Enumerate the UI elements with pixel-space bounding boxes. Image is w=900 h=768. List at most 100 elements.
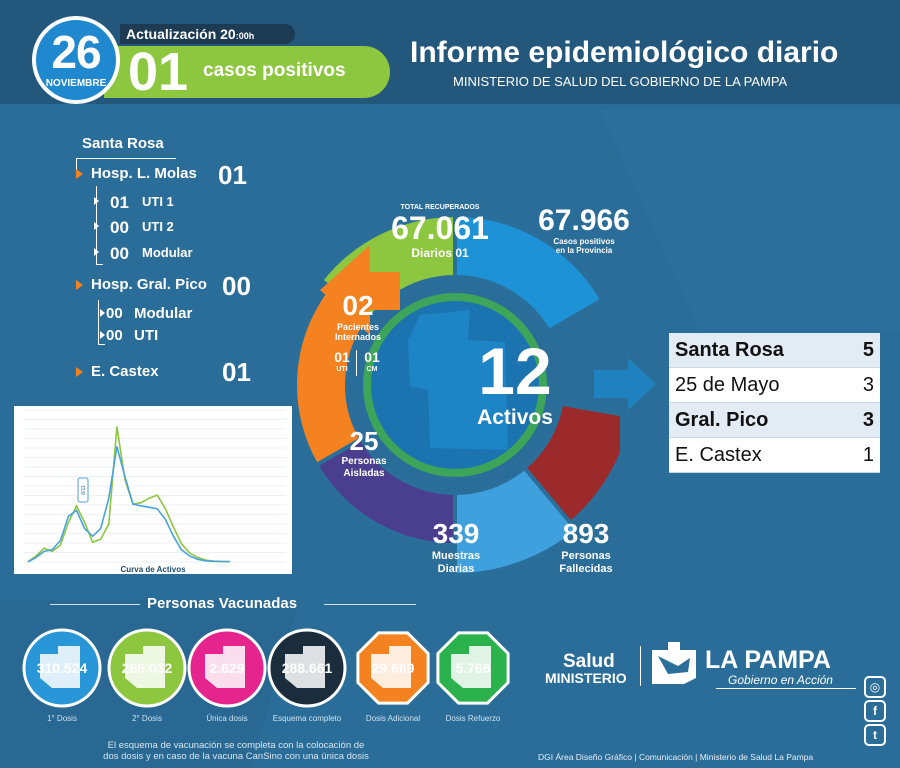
divider — [356, 350, 357, 376]
divider — [324, 604, 416, 605]
sub-value: 00 — [106, 327, 123, 344]
sub-value: 01 — [110, 193, 129, 212]
vaccine-label: Dosis Refuerzo — [445, 714, 501, 723]
recuperados-value: 67.061 — [391, 210, 489, 246]
locality-name: Gral. Pico — [669, 402, 847, 438]
internados-value: 02 — [342, 290, 374, 321]
uti-value: 01 — [334, 349, 350, 365]
vaccines-title: Personas Vacunadas — [147, 595, 298, 612]
table-row: E. Castex 1 — [669, 437, 880, 473]
salud-logo-text: Salud — [563, 651, 615, 672]
vaccine-label: Dosis Adicional — [365, 714, 421, 723]
la-pampa-emblem-icon — [652, 642, 696, 684]
annotation-box — [77, 477, 89, 503]
positivos-label2: en la Provincia — [555, 246, 613, 255]
arrow-internados-icon — [320, 245, 400, 335]
divider — [640, 646, 641, 686]
bracket — [76, 158, 83, 172]
vaccine-shapes — [22, 628, 510, 708]
uti-label: UTI — [336, 366, 348, 373]
vaccine-label: Única dosis — [206, 714, 248, 723]
sub-label: Modular — [142, 245, 193, 260]
update-label: Actualización 20 — [126, 26, 236, 42]
la-pampa-logo-text: LA PAMPA — [705, 646, 831, 674]
table-row: Santa Rosa 5 — [669, 333, 880, 368]
locality-name: Santa Rosa — [669, 333, 847, 368]
sub-label: Modular — [134, 305, 193, 322]
update-bar: Actualización 20:00h — [120, 24, 295, 44]
page-title: Informe epidemiológico diario — [410, 36, 839, 69]
divider — [76, 158, 176, 159]
divider — [716, 688, 856, 689]
stats-wheel — [293, 212, 620, 578]
table-row: 25 de Mayo 3 — [669, 367, 880, 403]
city-label: Santa Rosa — [82, 135, 164, 152]
recuperados-label: TOTAL RECUPERADOS — [400, 204, 480, 211]
sub-value: 00 — [106, 305, 123, 322]
province-map-icon — [40, 646, 80, 688]
vaccine-value: 2.629 — [209, 660, 245, 676]
internados-label1: Pacientes — [336, 322, 380, 332]
table-row: Gral. Pico 3 — [669, 402, 880, 438]
arrow-icon — [76, 169, 83, 179]
page-subtitle: MINISTERIO DE SALUD DEL GOBIERNO DE LA P… — [453, 74, 788, 89]
segment-positivos — [453, 212, 605, 334]
locality-value: 5 — [846, 333, 880, 368]
locality-value: 1 — [846, 437, 880, 473]
active-cases-chart: 8/11 Curva de Activos — [14, 406, 292, 574]
vaccine-value: 288.661 — [281, 660, 333, 676]
vaccine-label: 2° Dosis — [132, 714, 162, 723]
province-map-icon — [285, 646, 325, 688]
aisladas-label2: Aisladas — [343, 468, 385, 479]
fallecidas-label1: Personas — [561, 550, 611, 562]
twitter-icon[interactable]: t — [864, 724, 886, 746]
chart-canvas: 8/11 Curva de Activos — [24, 409, 286, 574]
cases-number: 01 — [128, 42, 189, 102]
vaccine-badges — [22, 628, 510, 708]
fallecidas-value: 893 — [562, 518, 610, 549]
recuperados-daily: Diarios 01 — [411, 246, 469, 260]
locality-value: 3 — [846, 367, 880, 403]
province-map-icon — [125, 646, 165, 688]
instagram-icon[interactable]: ◎ — [864, 676, 886, 698]
vaccine-footnote: El esquema de vacunación se completa con… — [103, 740, 369, 762]
series-line-1 — [27, 426, 231, 563]
cm-label: CM — [366, 366, 378, 373]
date-badge: 26 NOVIEMBRE — [32, 16, 120, 104]
province-map-icon — [205, 646, 245, 688]
segment-fallecidas — [521, 401, 620, 526]
vaccine-value: 310.524 — [36, 660, 88, 676]
positivos-label1: Casos positivos — [553, 237, 615, 246]
wheel-segments — [293, 212, 620, 578]
locality-name: E. Castex — [669, 437, 847, 473]
hospital-pico-label: Hosp. Gral. Pico — [91, 276, 207, 293]
muestras-label2: Diarias — [437, 563, 475, 575]
sub-label: UTI 1 — [142, 194, 174, 209]
vaccine-value: 286.032 — [121, 660, 173, 676]
vaccine-label: 1° Dosis — [47, 714, 77, 723]
muestras-label1: Muestras — [431, 550, 481, 562]
hospital-molas-value: 01 — [218, 160, 247, 190]
segment-aisladas — [313, 436, 457, 548]
sub-label: UTI 2 — [142, 219, 174, 234]
gobierno-logo-text: Gobierno en Acción — [728, 673, 833, 687]
vaccine-label: Esquema completo — [272, 714, 342, 723]
aisladas-value: 25 — [349, 426, 379, 456]
muestras-value: 339 — [432, 518, 480, 549]
cases-label: casos positivos — [203, 60, 346, 81]
cases-pill — [104, 46, 390, 98]
province-map-icon — [408, 310, 508, 450]
vaccine-value: 29.669 — [371, 660, 415, 676]
sub-label: UTI — [134, 327, 159, 344]
arrow-icon — [94, 248, 99, 256]
fallecidas-label2: Fallecidas — [559, 563, 613, 575]
bracket — [98, 300, 105, 345]
locality-name: 25 de Mayo — [669, 367, 847, 403]
hospital-pico-value: 00 — [222, 271, 251, 301]
arrow-right-icon — [594, 358, 656, 410]
locality-value: 3 — [846, 402, 880, 438]
facebook-icon[interactable]: f — [864, 700, 886, 722]
arrow-icon — [100, 309, 105, 317]
arrow-icon — [76, 280, 83, 290]
